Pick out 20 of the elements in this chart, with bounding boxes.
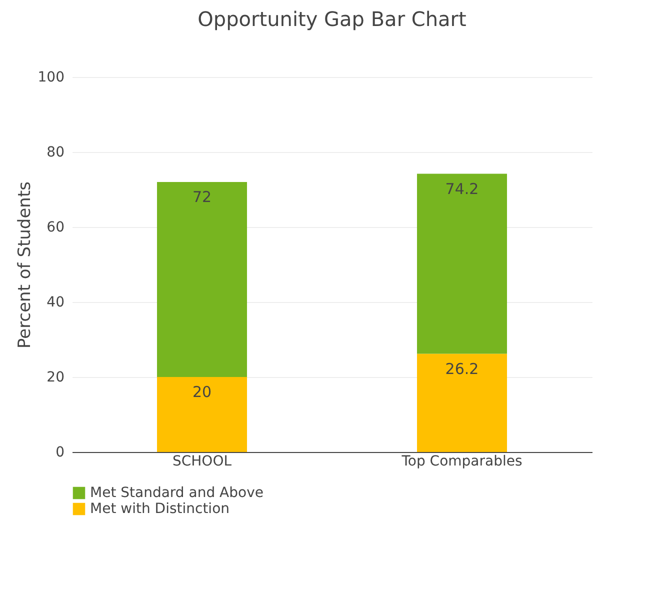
bar [417,354,507,452]
bar [157,182,247,377]
y-tick-label: 40 [46,294,64,310]
y-tick-label: 20 [46,370,64,386]
y-tick-label: 80 [46,144,64,160]
bar [417,174,507,354]
data-label: 26.2 [445,360,479,378]
x-tick-label: Top Comparables [400,454,522,470]
y-axis-title: Percent of Students [14,181,35,348]
legend-label: Met with Distinction [90,501,230,517]
bar [157,377,247,452]
total-label: 72 [192,188,212,206]
x-tick-label: SCHOOL [172,454,232,470]
y-tick-label: 60 [46,220,64,236]
total-label: 74.2 [445,180,479,198]
y-tick-label: 100 [38,70,64,86]
data-label: 20 [192,383,212,401]
chart-title: Opportunity Gap Bar Chart [198,7,467,31]
y-tick-label: 0 [56,444,64,460]
legend-label: Met Standard and Above [90,485,264,501]
